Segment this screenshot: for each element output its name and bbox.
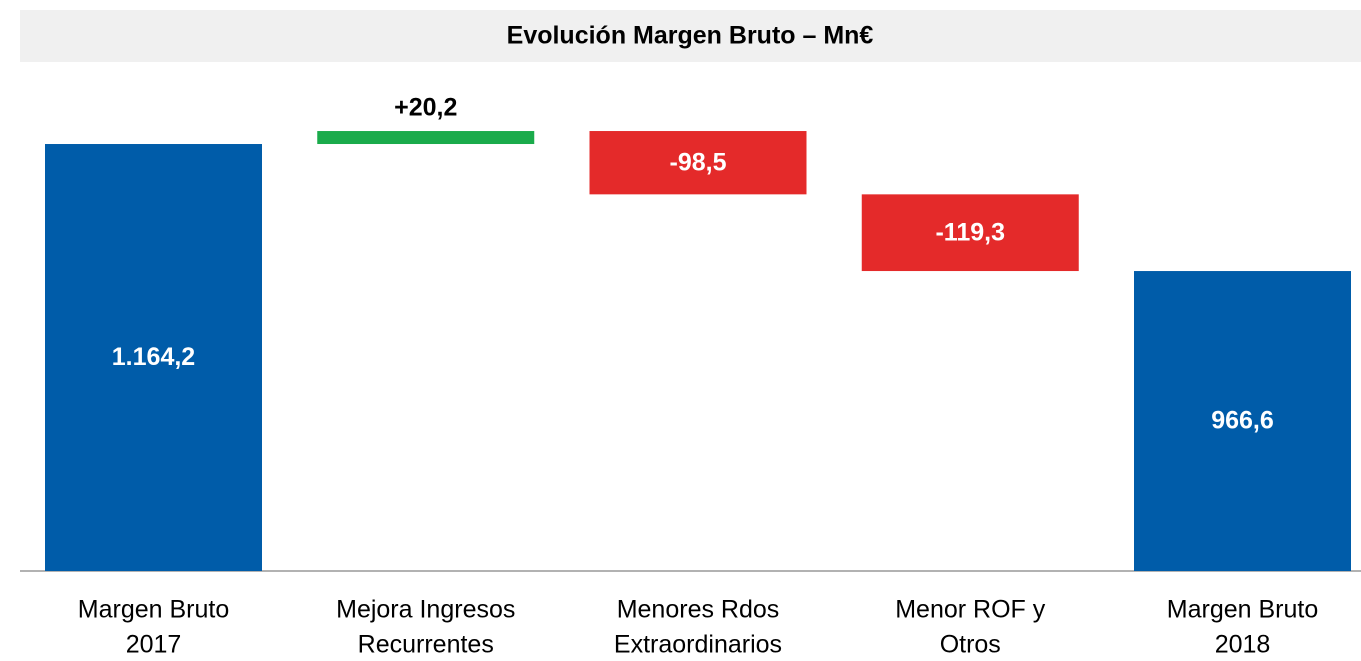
x-tick-label: 2018 xyxy=(1215,631,1271,659)
value-label: 966,6 xyxy=(1211,407,1274,435)
x-tick-label: Otros xyxy=(940,631,1001,659)
bar xyxy=(45,144,262,571)
x-tick-label: Margen Bruto xyxy=(78,596,229,624)
x-tick-label: Menor ROF y xyxy=(895,596,1046,624)
x-tick-label: Mejora Ingresos xyxy=(336,596,515,624)
x-tick-label: Extraordinarios xyxy=(614,631,782,659)
chart-title: Evolución Margen Bruto – Mn€ xyxy=(507,22,874,50)
bar xyxy=(317,131,535,145)
bar xyxy=(861,194,1079,272)
bar xyxy=(1134,271,1351,571)
title-band xyxy=(20,10,1361,62)
value-label: -119,3 xyxy=(935,218,1005,246)
value-label: -98,5 xyxy=(670,148,727,176)
x-tick-label: Recurrentes xyxy=(358,631,494,659)
x-tick-label: 2017 xyxy=(126,631,182,659)
x-tick-label: Menores Rdos xyxy=(617,596,780,624)
x-tick-label: Margen Bruto xyxy=(1167,596,1318,624)
bar xyxy=(589,131,807,195)
value-label: +20,2 xyxy=(394,94,457,122)
value-label: 1.164,2 xyxy=(112,343,195,371)
